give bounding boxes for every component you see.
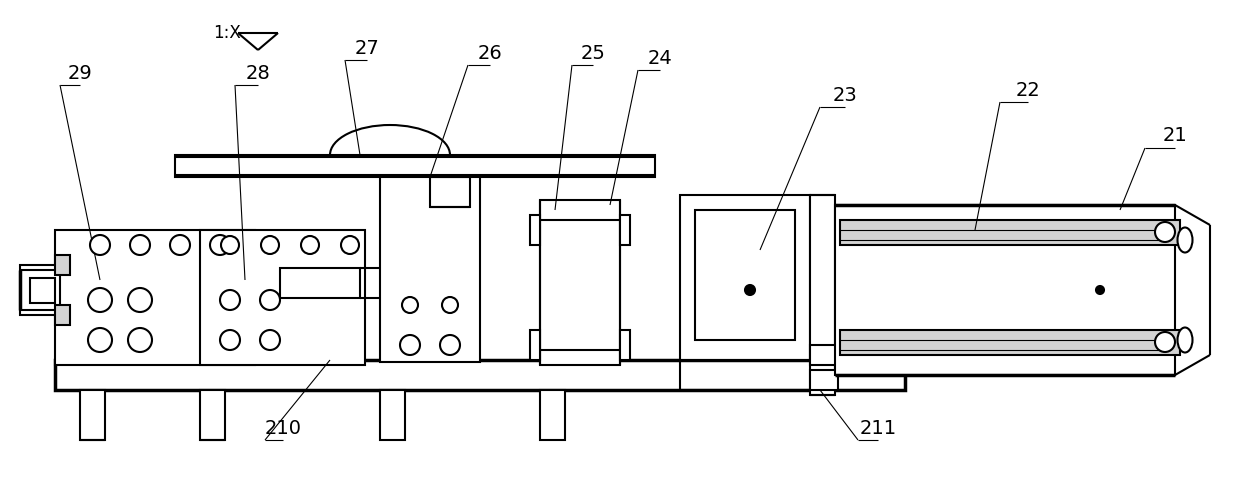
Circle shape: [88, 288, 112, 312]
Circle shape: [402, 297, 418, 313]
Circle shape: [221, 236, 239, 254]
Text: 25: 25: [580, 44, 605, 62]
Circle shape: [260, 236, 279, 254]
Bar: [379, 177, 480, 362]
Circle shape: [260, 330, 280, 350]
Ellipse shape: [1154, 332, 1176, 352]
Circle shape: [745, 285, 755, 295]
Circle shape: [91, 235, 110, 255]
Text: 22: 22: [1016, 80, 1040, 100]
Bar: [420, 258, 440, 308]
Bar: [694, 210, 795, 340]
Circle shape: [88, 328, 112, 352]
Bar: [379, 390, 405, 440]
Circle shape: [219, 330, 241, 350]
Circle shape: [170, 235, 190, 255]
Bar: [55, 360, 905, 390]
Text: 26: 26: [477, 44, 502, 62]
Bar: [810, 195, 835, 395]
Bar: [55, 255, 69, 275]
Circle shape: [260, 290, 280, 310]
Bar: [55, 305, 69, 325]
Circle shape: [440, 335, 460, 355]
Circle shape: [210, 235, 229, 255]
Ellipse shape: [1178, 328, 1193, 353]
Circle shape: [1096, 286, 1104, 294]
Bar: [200, 390, 224, 440]
Circle shape: [128, 288, 153, 312]
Bar: [810, 370, 838, 390]
Bar: [810, 345, 838, 365]
Bar: [539, 200, 620, 365]
Bar: [680, 195, 810, 360]
Bar: [839, 220, 1180, 245]
Circle shape: [130, 235, 150, 255]
Text: 211: 211: [859, 419, 897, 437]
Circle shape: [301, 236, 319, 254]
Bar: [835, 205, 1176, 375]
Text: 27: 27: [355, 38, 379, 57]
Bar: [539, 390, 565, 440]
Text: 21: 21: [1163, 125, 1188, 145]
Circle shape: [441, 297, 458, 313]
Text: 23: 23: [832, 85, 857, 104]
Text: 29: 29: [68, 64, 92, 82]
Circle shape: [219, 290, 241, 310]
Bar: [55, 230, 255, 365]
Bar: [81, 390, 105, 440]
Circle shape: [401, 335, 420, 355]
Bar: [200, 230, 365, 365]
Bar: [280, 268, 360, 298]
Text: 1:X: 1:X: [213, 24, 241, 42]
Bar: [529, 215, 539, 245]
Bar: [839, 330, 1180, 355]
Circle shape: [341, 236, 360, 254]
Text: 28: 28: [246, 64, 270, 82]
Bar: [620, 215, 630, 245]
Ellipse shape: [1154, 222, 1176, 242]
Bar: [620, 330, 630, 360]
Bar: [175, 155, 655, 177]
Text: 24: 24: [647, 48, 672, 68]
Text: 210: 210: [264, 419, 301, 437]
Ellipse shape: [1178, 228, 1193, 252]
Bar: [30, 278, 55, 303]
Bar: [529, 330, 539, 360]
Bar: [430, 177, 470, 207]
Bar: [20, 265, 60, 315]
Circle shape: [128, 328, 153, 352]
